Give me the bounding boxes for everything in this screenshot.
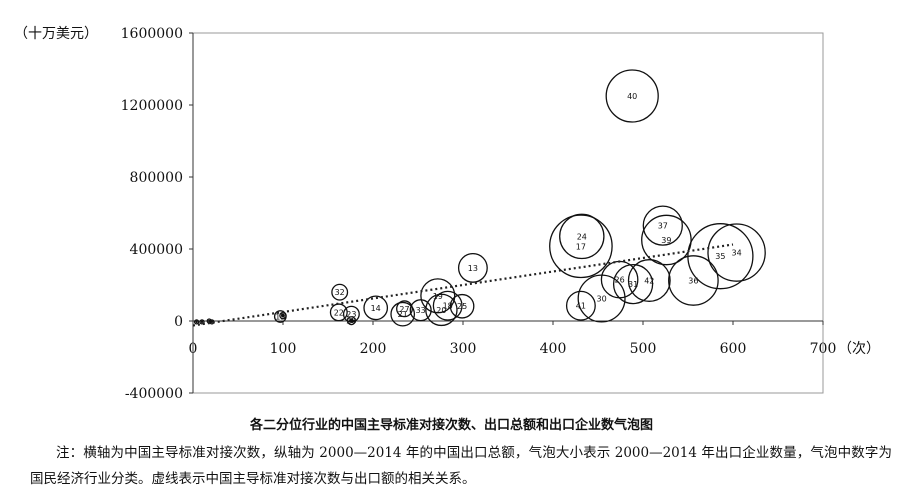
x-tick-label: 700 [810,341,837,357]
bubble [457,252,488,283]
bubble [605,69,659,123]
bubble [199,319,205,325]
bubble [346,316,356,326]
x-tick-label: 500 [630,341,657,357]
bubble-label: 22 [334,308,344,317]
bubble [449,293,475,319]
x-tick-label: 400 [540,341,567,357]
bubble-label: 14 [371,304,381,313]
bubble-label: 26 [615,276,625,285]
y-tick-label: 800000 [130,170,183,186]
bubble-label: 20 [436,306,446,315]
y-tick-label: -400000 [125,386,183,402]
bubble [331,283,349,301]
bubble-label: 31 [628,280,638,289]
bubble-label: 35 [715,252,725,261]
x-tick-label: 100 [270,341,297,357]
trend-line [192,243,734,327]
bubble [420,278,456,314]
bubble [396,300,413,318]
bubble-label: 41 [576,302,586,311]
bubble [432,290,463,321]
bubble-label: 36 [688,277,698,286]
bubble-label: 42 [644,277,654,286]
y-tick-label: 400000 [130,242,183,258]
bubble-label: 32 [335,288,345,297]
bubble [390,301,416,327]
x-tick-label: 0 [189,341,198,357]
bubble-core [281,313,285,318]
bubble-label: 28 [346,317,356,326]
bubble-chart: （十万美元） -400000 0 400000 800000 1200000 160000… [14,26,880,402]
bubble-label: 19 [433,292,443,301]
bubble-label: 15 [275,313,285,322]
bubble-core [208,319,211,323]
bubble [409,299,432,322]
bubble-core [200,320,204,324]
bubble [707,223,766,282]
x-tick-label: 200 [360,341,387,357]
bubble-label: 39 [661,236,671,245]
bubble [612,263,654,305]
y-tick-label: 1200000 [121,98,183,114]
bubble-label: 40 [627,92,637,101]
bubble [425,293,458,327]
chart-note: 注：横轴为中国主导标准对接次数，纵轴为 2000—2014 年的中国出口总额，气… [30,445,892,487]
bubble [668,255,719,306]
bubble-label: 21 [398,310,408,319]
bubble [193,319,200,325]
bubble-label: 27 [399,305,409,314]
bubble [549,214,613,279]
bubble [565,290,596,321]
bubble-label: 25 [457,302,467,311]
bubble [641,214,692,266]
bubble-label: 30 [597,295,607,304]
bubble-label: 18 [443,302,453,311]
bubble [329,303,348,322]
y-tick-label: 0 [174,314,183,330]
bubble-label: 13 [468,264,478,273]
bubble-label: 24 [577,232,587,241]
bubble [363,295,389,321]
bubble [627,259,671,302]
bubble-label: 34 [732,249,742,258]
bubble [559,213,605,260]
bubble-label: 33 [416,306,426,315]
plot-area-border [192,32,824,394]
chart-caption: 各二分位行业的中国主导标准对接次数、出口总额和出口企业数气泡图 [249,418,653,433]
bubble-label: 37 [658,222,668,231]
x-unit-label: （次） [838,341,880,357]
bubble-label: 17 [576,242,586,251]
x-tick-label: 300 [450,341,477,357]
y-tick-label: 1600000 [121,26,183,42]
bubble-core [195,320,198,324]
bubble [642,205,683,246]
x-tick-label: 600 [720,341,747,357]
bubble-core [349,318,354,323]
y-unit-label: （十万美元） [14,26,98,42]
bubble-label: 23 [346,310,356,319]
